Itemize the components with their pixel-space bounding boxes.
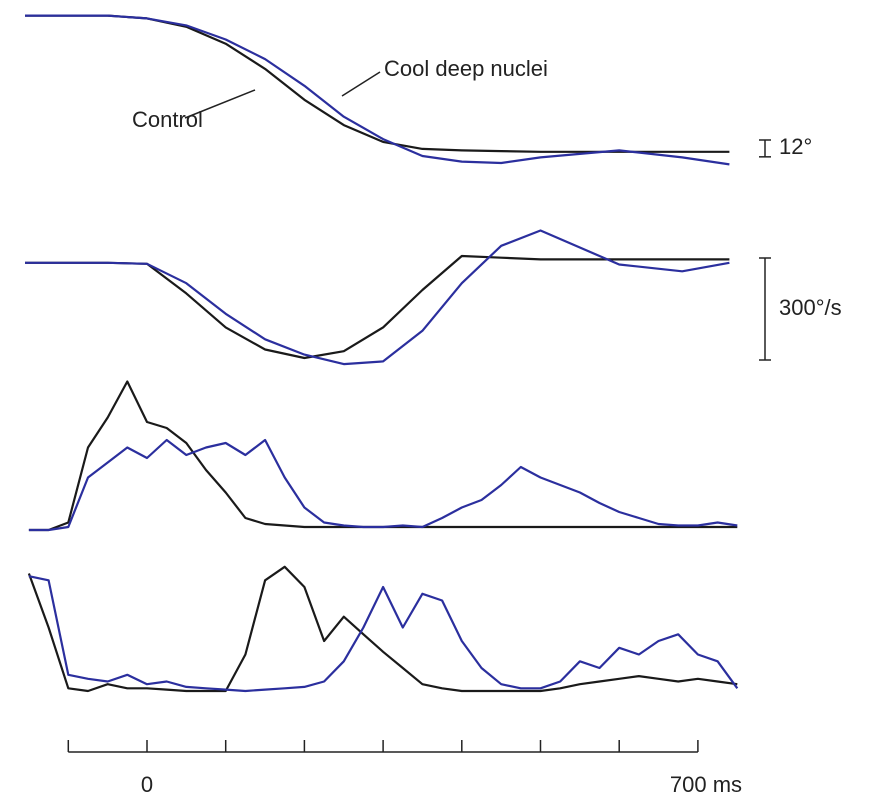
trace bbox=[25, 14, 730, 166]
trace bbox=[27, 565, 738, 693]
scale-bar-label: 300°/s bbox=[779, 295, 842, 320]
annotation: Cool deep nuclei bbox=[384, 56, 548, 81]
trace bbox=[28, 438, 738, 532]
trace bbox=[25, 254, 730, 360]
leader-line bbox=[341, 71, 381, 97]
trace bbox=[25, 229, 730, 366]
annotation: Control bbox=[132, 107, 203, 132]
trace bbox=[28, 575, 739, 693]
x-tick-label: 700 ms bbox=[670, 772, 742, 797]
trace bbox=[25, 14, 730, 153]
scale-bar-label: 12° bbox=[779, 134, 812, 159]
trace bbox=[28, 380, 738, 532]
leader-line bbox=[184, 89, 256, 119]
x-tick-label: 0 bbox=[141, 772, 153, 797]
